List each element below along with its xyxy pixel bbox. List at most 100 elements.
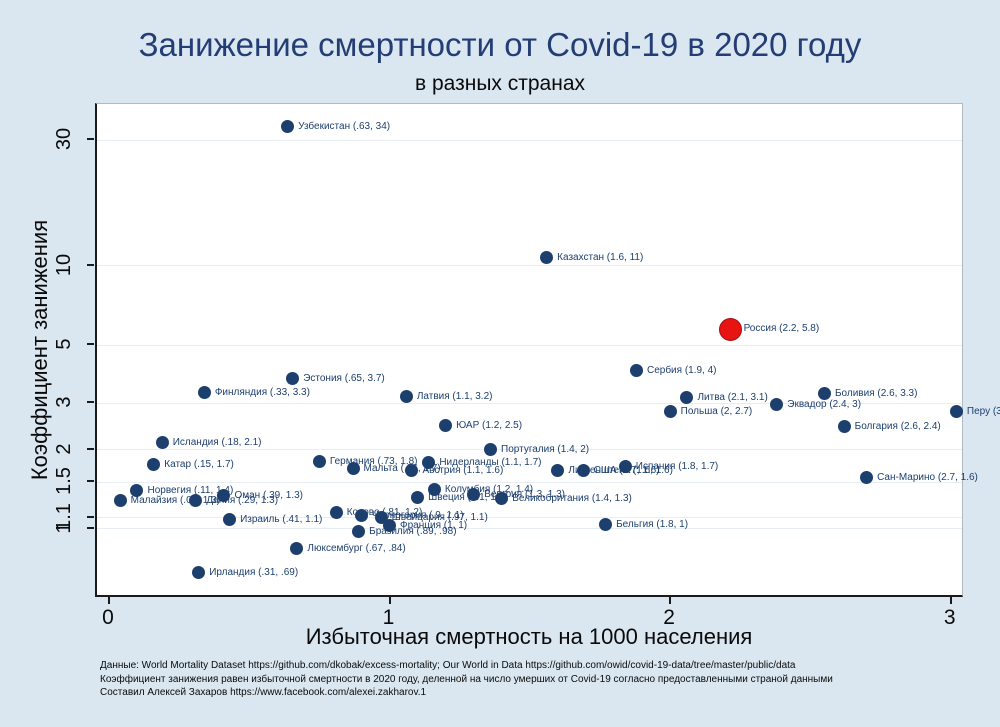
footnote-line: Составил Алексей Захаров https://www.fac… bbox=[100, 687, 427, 698]
data-point-dot bbox=[329, 506, 343, 520]
data-point-dot bbox=[290, 542, 304, 556]
data-point-label: ЮАР (1.2, 2.5) bbox=[456, 419, 523, 431]
data-point-dot bbox=[411, 490, 425, 504]
data-point-label: Сербия (1.9, 4) bbox=[646, 365, 717, 377]
y-tick-label: 30 bbox=[52, 128, 75, 151]
data-point-dot bbox=[817, 386, 831, 400]
data-point-dot bbox=[113, 494, 127, 508]
footnote-line: Данные: World Mortality Dataset https://… bbox=[100, 660, 796, 671]
data-point-label: Болгария (2.6, 2.4) bbox=[854, 420, 941, 432]
data-point-label: Бразилия (.89, .98) bbox=[369, 525, 457, 537]
data-point-dot bbox=[383, 518, 397, 532]
data-point-label: Казахстан (1.6, 11) bbox=[557, 251, 644, 263]
x-tick-label: 3 bbox=[943, 606, 956, 629]
data-point-dot bbox=[354, 509, 368, 523]
data-point-dot bbox=[223, 513, 237, 527]
data-point-label: Израиль (.41, 1.1) bbox=[240, 514, 323, 526]
data-point-label: Эквадор (2.4, 3) bbox=[787, 398, 862, 410]
data-point-label: Колумбия (1.2, 1.4) bbox=[444, 484, 534, 496]
data-point-label: Эстония (.65, 3.7) bbox=[303, 373, 385, 385]
data-point-label: Норвегия (.11, 1.4) bbox=[147, 484, 234, 496]
data-point-dot bbox=[680, 390, 694, 404]
data-point-dot bbox=[770, 397, 784, 411]
data-point-dot bbox=[192, 566, 206, 580]
gridline bbox=[97, 265, 962, 267]
gridline bbox=[97, 517, 962, 519]
data-point-label: Бельгия (1.8, 1) bbox=[616, 518, 689, 530]
data-point-dot bbox=[422, 456, 436, 470]
data-point-dot bbox=[189, 494, 203, 508]
data-point-label: Катар (.15, 1.7) bbox=[164, 458, 234, 470]
data-point-dot bbox=[599, 517, 613, 531]
x-tick-label: 1 bbox=[382, 606, 395, 629]
data-point-label: Австрия (1.1, 1.6) bbox=[422, 464, 504, 476]
x-tick-label: 0 bbox=[102, 606, 114, 629]
data-point-dot bbox=[286, 372, 300, 386]
y-tick-mark bbox=[87, 263, 94, 266]
data-point-dot bbox=[147, 457, 161, 471]
data-point-label: Великобритания (1.4, 1.3) bbox=[512, 493, 632, 505]
data-point-dot bbox=[405, 463, 419, 477]
data-point-dot bbox=[467, 488, 481, 502]
data-point-label: Черногория (.9, 1.1) bbox=[371, 510, 464, 522]
data-point-label: Португалия (1.4, 2) bbox=[501, 444, 590, 456]
data-point-label: Латвия (1.1, 3.2) bbox=[416, 391, 493, 403]
data-point-dot bbox=[484, 443, 498, 457]
data-point-dot bbox=[399, 390, 413, 404]
data-point-label: Перу (3 bbox=[966, 405, 1000, 417]
data-point-dot bbox=[346, 461, 360, 475]
data-point-label: Испания (1.8, 1.7) bbox=[635, 460, 719, 472]
data-point-label: Исландия (.18, 2.1) bbox=[172, 437, 262, 449]
data-point-label: Франция (1, 1) bbox=[400, 519, 468, 531]
gridline bbox=[97, 528, 962, 530]
data-point-dot bbox=[312, 454, 326, 468]
x-tick-label: 2 bbox=[663, 606, 675, 629]
data-point-dot bbox=[130, 483, 144, 497]
x-tick-mark bbox=[949, 597, 952, 604]
y-tick-label: 10 bbox=[52, 253, 75, 277]
data-point-label: Польша (2, 2.7) bbox=[680, 405, 753, 417]
x-tick-mark bbox=[669, 597, 672, 604]
data-point-label: Мальта (.86, 1.7) bbox=[363, 462, 441, 474]
data-point-dot bbox=[837, 419, 851, 433]
data-point-dot bbox=[439, 418, 453, 432]
data-point-label: Россия (2.2, 5.8) bbox=[743, 322, 820, 334]
gridline bbox=[97, 344, 962, 346]
data-point-dot bbox=[551, 464, 565, 478]
data-point-label: Финляндия (.33, 3.3) bbox=[214, 386, 310, 398]
data-point-label: Ирландия (.31, .69) bbox=[209, 567, 299, 579]
y-tick-mark bbox=[87, 447, 94, 450]
data-point-label: Германия (.73, 1.8) bbox=[329, 455, 418, 467]
data-point-label: Люксембург (.67, .84) bbox=[307, 543, 406, 555]
x-tick-mark bbox=[388, 597, 391, 604]
data-point-dot bbox=[155, 436, 169, 450]
footnote-line: Коэффициент занижения равен избыточной с… bbox=[100, 673, 833, 685]
data-point-dot bbox=[949, 404, 963, 418]
data-point-dot bbox=[860, 470, 874, 484]
y-tick-mark bbox=[87, 343, 94, 346]
y-tick-mark bbox=[87, 526, 94, 529]
y-axis-title: Коэффициент занижения bbox=[27, 219, 52, 481]
data-point-dot bbox=[352, 524, 366, 538]
y-tick-mark bbox=[87, 138, 94, 141]
chart-title: Занижение смертности от Covid-19 в 2020 … bbox=[138, 26, 862, 63]
data-point-label: Узбекистан (.63, 34) bbox=[298, 120, 391, 132]
data-point-label: Малайзия (.04, 1.3) bbox=[130, 495, 220, 507]
x-axis-title: Избыточная смертность на 1000 населения bbox=[305, 624, 753, 649]
data-point-dot bbox=[629, 364, 643, 378]
data-point-label: Сан-Марино (2.7, 1.6) bbox=[877, 471, 978, 483]
data-point-label: Боливия (2.6, 3.3) bbox=[834, 387, 918, 399]
data-point-dot bbox=[495, 492, 509, 506]
y-tick-mark bbox=[87, 480, 94, 483]
gridline bbox=[97, 481, 962, 483]
data-point-label: США (1.7, 1.6) bbox=[593, 464, 660, 476]
data-point-dot bbox=[427, 483, 441, 497]
highlight-point-dot bbox=[718, 317, 742, 341]
gridline bbox=[97, 449, 962, 451]
data-point-dot bbox=[281, 119, 295, 133]
chart-subtitle: в разных странах bbox=[414, 72, 586, 95]
plot-area bbox=[95, 103, 963, 597]
data-point-label: Литва (2.1, 3.1) bbox=[697, 391, 768, 403]
data-point-label: Оман (.39, 1.3) bbox=[234, 489, 303, 501]
y-tick-mark bbox=[87, 515, 94, 518]
